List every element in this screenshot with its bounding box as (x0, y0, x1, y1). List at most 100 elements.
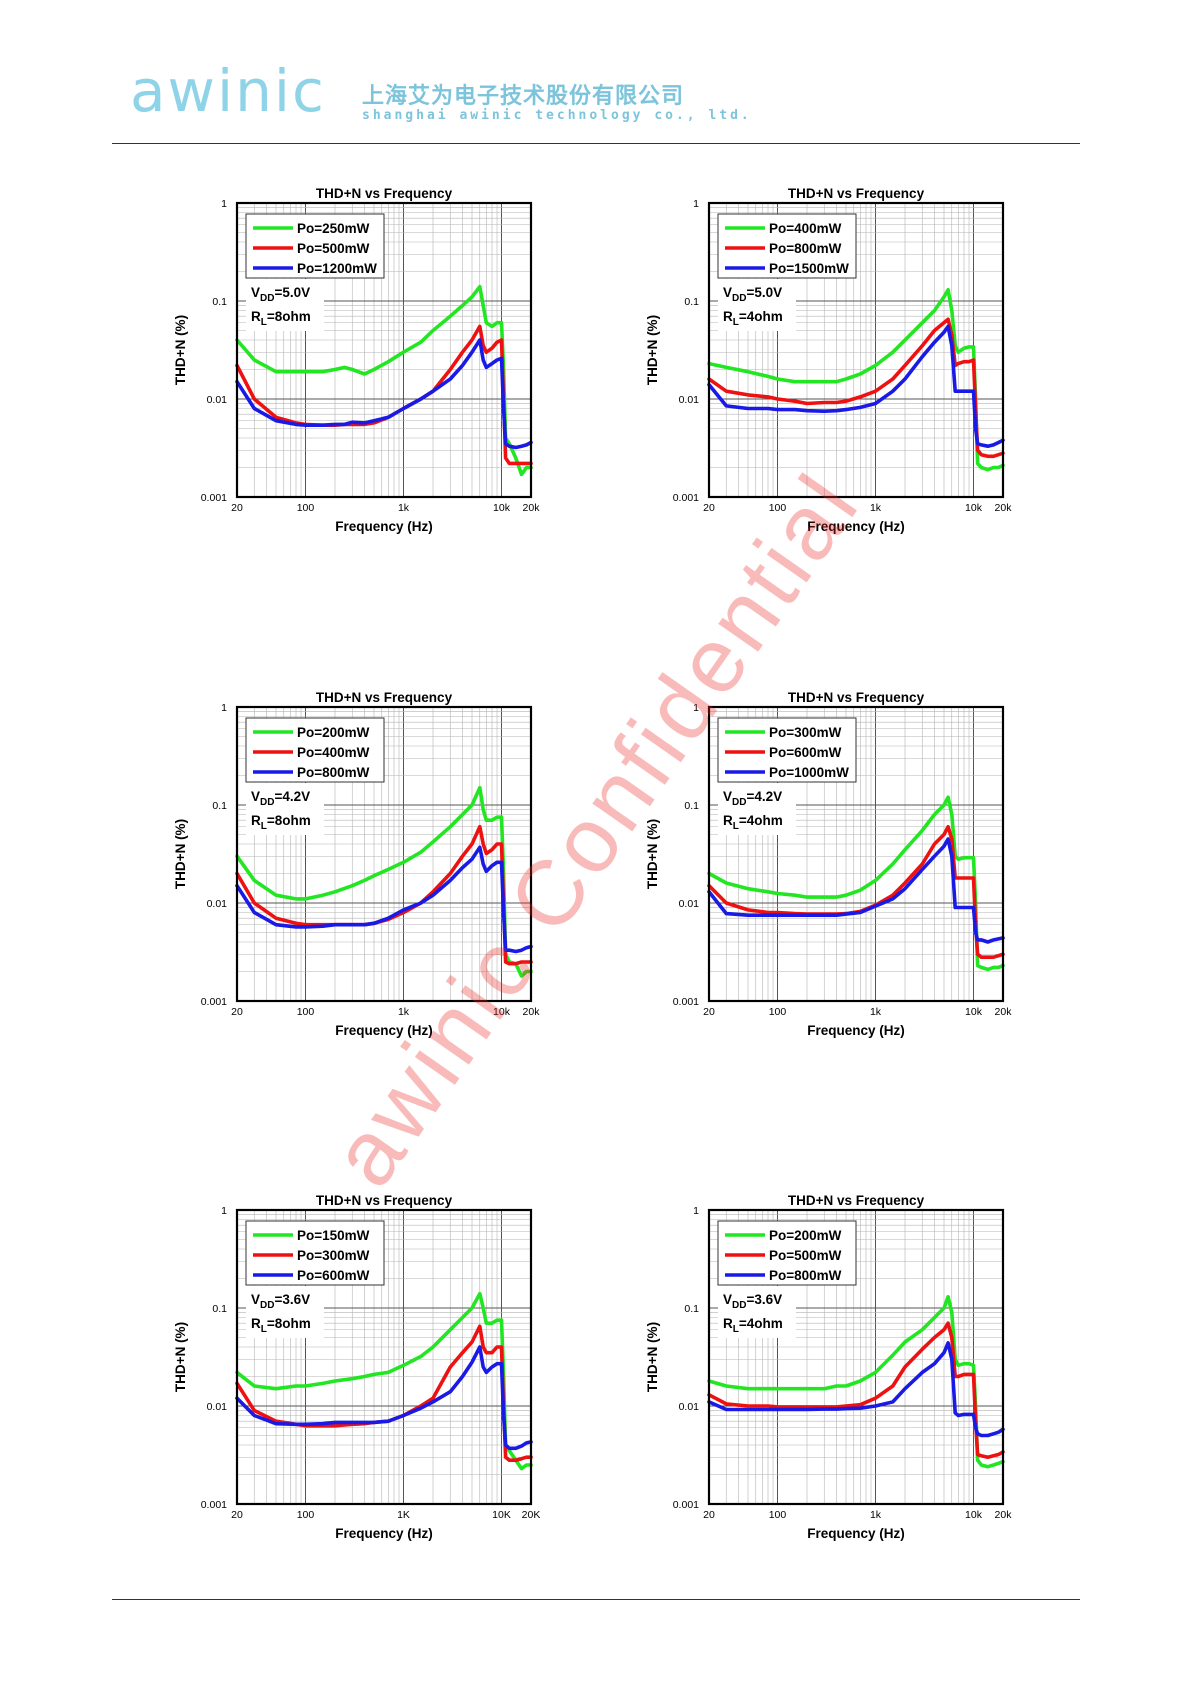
conditions-box (246, 279, 324, 331)
vdd-value: =4.2V (746, 789, 782, 804)
x-axis-label: Frequency (Hz) (335, 1023, 433, 1038)
y-tick-label: 0.001 (201, 1499, 227, 1511)
legend: Po=150mW Po=300mW Po=600mW (245, 1220, 385, 1286)
legend-label: Po=800mW (769, 1268, 842, 1283)
y-tick-label: 0.001 (201, 492, 227, 504)
y-tick-label: 1 (693, 198, 699, 210)
y-tick-label: 0.1 (212, 296, 227, 308)
y-tick-label: 1 (693, 702, 699, 714)
y-tick-label: 0.1 (684, 1303, 699, 1315)
legend: Po=250mW Po=500mW Po=1200mW (245, 213, 385, 279)
x-axis-label: Frequency (Hz) (807, 1023, 905, 1038)
y-axis-label: THD+N (%) (645, 819, 660, 889)
x-tick-label: 100 (297, 1006, 315, 1018)
series-line-blue (707, 1341, 1005, 1438)
x-tick-label: 100 (769, 1509, 787, 1521)
rl-value: =4ohm (739, 813, 783, 828)
x-axis-label: Frequency (Hz) (335, 1526, 433, 1541)
conditions-box (246, 1286, 324, 1338)
x-tick-label: 20K (522, 1509, 541, 1521)
legend-label: Po=300mW (297, 1248, 370, 1263)
conditions-box (718, 1286, 796, 1338)
series-line-blue (707, 837, 1005, 944)
y-tick-label: 0.01 (679, 394, 700, 406)
conditions-box (718, 279, 796, 331)
legend: Po=400mW Po=800mW Po=1500mW (717, 213, 857, 279)
x-axis-label: Frequency (Hz) (807, 519, 905, 534)
legend-label: Po=300mW (769, 725, 842, 740)
y-tick-label: 1 (221, 1205, 227, 1217)
y-tick-label: 1 (693, 1205, 699, 1217)
x-tick-label: 1k (870, 1006, 882, 1018)
rl-label: RL=8ohm (251, 309, 311, 328)
plot-frame (235, 705, 533, 1003)
x-tick-label: 20 (703, 1509, 715, 1521)
x-tick-label: 100 (769, 1006, 787, 1018)
series-line-green (707, 288, 1005, 472)
legend-label: Po=250mW (297, 221, 370, 236)
x-tick-label: 100 (297, 1509, 315, 1521)
chart-title: THD+N vs Frequency (316, 186, 453, 201)
y-axis-label: THD+N (%) (645, 315, 660, 385)
series-line-red (235, 1324, 533, 1462)
header-rule (112, 143, 1080, 144)
company-name-english: shanghai awinic technology co., ltd. (362, 108, 752, 123)
chart-vdd5-4ohm: Po=400mWPo=800mWPo=1500mWVDD=5.0VRL=4ohm… (645, 186, 1012, 534)
legend-label: Po=500mW (297, 241, 370, 256)
chart-vdd42-8ohm: Po=200mWPo=400mWPo=800mWVDD=4.2VRL=8ohmT… (173, 690, 540, 1038)
rl-label: RL=8ohm (251, 1316, 311, 1335)
series-line-blue (235, 845, 533, 954)
y-tick-label: 0.1 (684, 296, 699, 308)
vdd-value: =5.0V (746, 285, 782, 300)
legend-label: Po=1000mW (769, 765, 849, 780)
y-axis-label: THD+N (%) (173, 1322, 188, 1392)
x-tick-label: 1k (870, 502, 882, 514)
rl-value: =8ohm (267, 309, 311, 324)
x-tick-label: 20 (703, 1006, 715, 1018)
x-tick-label: 100 (769, 502, 787, 514)
rl-label: RL=4ohm (723, 309, 783, 328)
y-tick-label: 1 (221, 702, 227, 714)
y-tick-label: 0.001 (673, 996, 699, 1008)
legend-label: Po=600mW (769, 745, 842, 760)
series-line-blue (707, 324, 1005, 448)
y-tick-label: 0.1 (212, 800, 227, 812)
legend-label: Po=400mW (297, 745, 370, 760)
y-axis-label: THD+N (%) (645, 1322, 660, 1392)
x-tick-label: 20 (703, 502, 715, 514)
x-tick-label: 1k (870, 1509, 882, 1521)
y-tick-label: 0.1 (212, 1303, 227, 1315)
x-tick-label: 1K (397, 1509, 410, 1521)
plot-frame (707, 705, 1005, 1003)
series-line-blue (235, 1345, 533, 1451)
rl-label: RL=4ohm (723, 813, 783, 832)
x-tick-label: 20k (995, 1509, 1013, 1521)
x-tick-label: 1k (398, 1006, 410, 1018)
chart-vdd36-8ohm: Po=150mWPo=300mWPo=600mWVDD=3.6VRL=8ohmT… (173, 1193, 541, 1541)
x-tick-label: 20k (995, 1006, 1013, 1018)
y-tick-label: 0.001 (201, 996, 227, 1008)
legend-label: Po=1200mW (297, 261, 377, 276)
x-tick-label: 10k (493, 1006, 511, 1018)
series-line-red (235, 324, 533, 466)
series-line-blue (235, 338, 533, 450)
x-tick-label: 20 (231, 1509, 243, 1521)
footer-rule (112, 1599, 1080, 1600)
conditions-box (718, 783, 796, 835)
rl-value: =8ohm (267, 1316, 311, 1331)
chart-title: THD+N vs Frequency (788, 1193, 925, 1208)
vdd-value: =3.6V (274, 1292, 310, 1307)
x-axis-label: Frequency (Hz) (807, 1526, 905, 1541)
plot-frame (707, 1208, 1005, 1506)
y-tick-label: 1 (221, 198, 227, 210)
y-axis-label: THD+N (%) (173, 315, 188, 385)
rl-value: =4ohm (739, 309, 783, 324)
x-tick-label: 20 (231, 502, 243, 514)
x-tick-label: 10k (965, 1006, 983, 1018)
